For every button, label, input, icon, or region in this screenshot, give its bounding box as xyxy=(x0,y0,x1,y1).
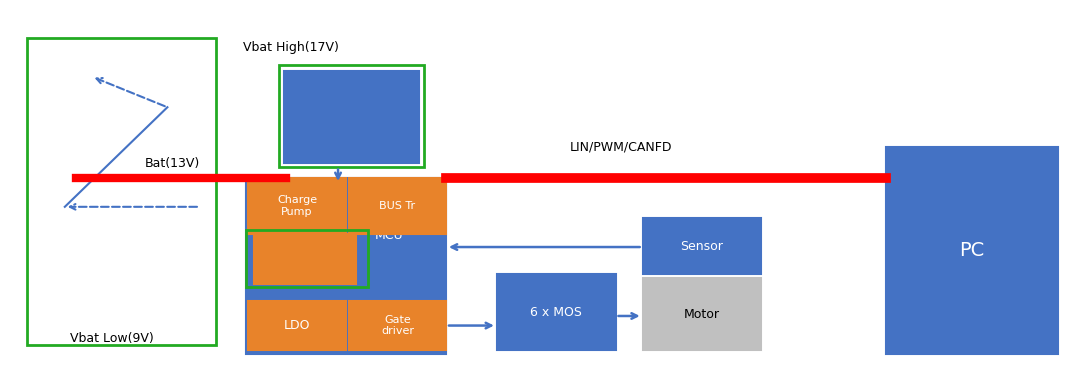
Text: ADC2: ADC2 xyxy=(287,253,323,266)
Bar xyxy=(284,71,419,163)
Bar xyxy=(643,278,761,350)
Text: Vbat High(17V): Vbat High(17V) xyxy=(243,41,339,54)
Bar xyxy=(246,178,446,354)
Text: Sensor: Sensor xyxy=(680,240,724,252)
Bar xyxy=(349,301,446,350)
Text: Charge
Pump: Charge Pump xyxy=(276,195,318,217)
Bar xyxy=(27,38,216,345)
Text: Bat(13V): Bat(13V) xyxy=(145,157,200,170)
Text: LDO: LDO xyxy=(284,319,310,332)
Bar xyxy=(643,218,761,274)
Bar xyxy=(349,178,446,234)
Text: Motix
MCU: Motix MCU xyxy=(372,214,406,242)
Text: 6 x MOS: 6 x MOS xyxy=(530,306,582,319)
Text: LIN/PWM/CANFD: LIN/PWM/CANFD xyxy=(570,140,672,153)
Text: PC: PC xyxy=(959,241,985,260)
Bar xyxy=(497,274,616,350)
Text: Gate
driver: Gate driver xyxy=(381,315,414,336)
Text: reverse MOS: reverse MOS xyxy=(312,110,391,123)
Bar xyxy=(248,178,346,234)
Bar xyxy=(886,147,1058,354)
Bar xyxy=(279,65,424,167)
Bar xyxy=(254,234,356,284)
Text: Vbat Low(9V): Vbat Low(9V) xyxy=(70,332,154,345)
Text: BUS Tr: BUS Tr xyxy=(379,201,416,211)
Bar xyxy=(248,301,346,350)
Bar xyxy=(246,230,368,287)
Text: Motor: Motor xyxy=(684,308,720,321)
